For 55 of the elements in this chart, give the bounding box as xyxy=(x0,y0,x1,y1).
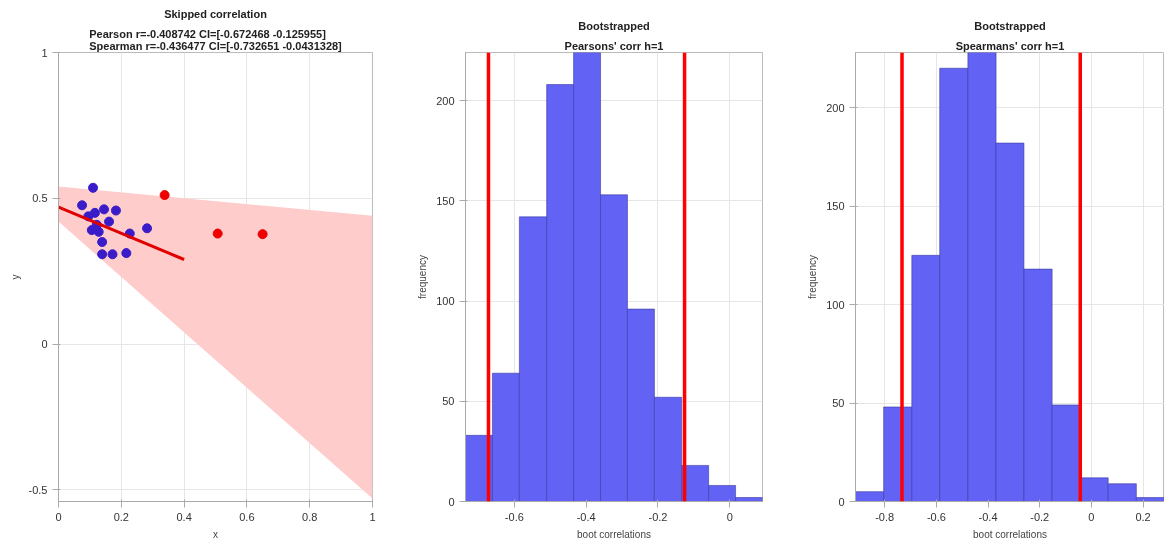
chart-title: Skipped correlation xyxy=(164,7,268,20)
point xyxy=(107,249,118,260)
y-tick-label: 0.5 xyxy=(32,192,48,205)
y-axis-title: frequency xyxy=(807,255,819,299)
chart-title: Bootstrapped xyxy=(974,19,1046,32)
x-tick-label: 1 xyxy=(369,510,376,523)
x-tick-label: -0.6 xyxy=(504,510,524,523)
point xyxy=(257,229,268,240)
x-tick-label: -0.4 xyxy=(576,510,596,523)
y-tick-label: 150 xyxy=(436,194,455,207)
y-tick-label: 200 xyxy=(436,94,455,107)
chart-title: Bootstrapped xyxy=(578,19,650,32)
y-axis-title: y xyxy=(9,274,21,280)
x-tick-label: 0 xyxy=(726,510,733,523)
y-tick-label: 0 xyxy=(448,495,455,508)
point xyxy=(110,205,121,216)
x-axis-title: x xyxy=(213,528,218,540)
y-tick-label: 100 xyxy=(436,295,455,308)
x-tick-label: 0 xyxy=(1088,510,1095,523)
point xyxy=(77,200,88,211)
point xyxy=(97,237,108,247)
point xyxy=(97,249,108,260)
point xyxy=(142,223,153,234)
x-tick-label: -0.6 xyxy=(926,510,946,523)
point xyxy=(212,228,223,239)
y-axis-title: frequency xyxy=(417,255,429,299)
x-tick-label: 0.2 xyxy=(1135,510,1151,523)
x-axis-title: boot correlations xyxy=(577,528,651,540)
y-tick-label: 200 xyxy=(826,101,845,114)
y-tick-label: 1 xyxy=(41,46,48,59)
x-tick-label: -0.2 xyxy=(1030,510,1050,523)
x-tick-label: -0.4 xyxy=(978,510,998,523)
point xyxy=(159,190,170,201)
x-tick-label: 0.8 xyxy=(302,510,318,523)
point xyxy=(99,204,110,215)
x-tick-label: 0.4 xyxy=(176,510,192,523)
y-tick-label: 50 xyxy=(832,397,845,410)
chart-subtitle: Pearson r=-0.408742 CI=[-0.672468 -0.125955] Spearman r=-0.436477 CI=[-0.732651 -0.0431328] xyxy=(89,27,343,52)
x-tick-label: -0.2 xyxy=(648,510,668,523)
x-axis-title: boot correlations xyxy=(973,528,1047,540)
x-tick-label: 0 xyxy=(55,510,62,523)
point xyxy=(88,182,99,193)
point xyxy=(121,248,132,259)
y-tick-label: 50 xyxy=(442,395,455,408)
point xyxy=(104,216,115,227)
y-tick-label: 0 xyxy=(41,338,48,351)
x-tick-label: -0.8 xyxy=(875,510,895,523)
chart-subtitle: Spearmans' corr h=1 xyxy=(955,39,1065,52)
y-tick-label: 150 xyxy=(826,200,845,213)
chart-subtitle: Pearsons' corr h=1 xyxy=(564,39,664,52)
y-tick-label: 0 xyxy=(838,495,845,508)
x-tick-label: 0.6 xyxy=(239,510,255,523)
y-tick-label: 100 xyxy=(826,298,845,311)
y-tick-label: -0.5 xyxy=(28,483,48,496)
x-tick-label: 0.2 xyxy=(113,510,129,523)
